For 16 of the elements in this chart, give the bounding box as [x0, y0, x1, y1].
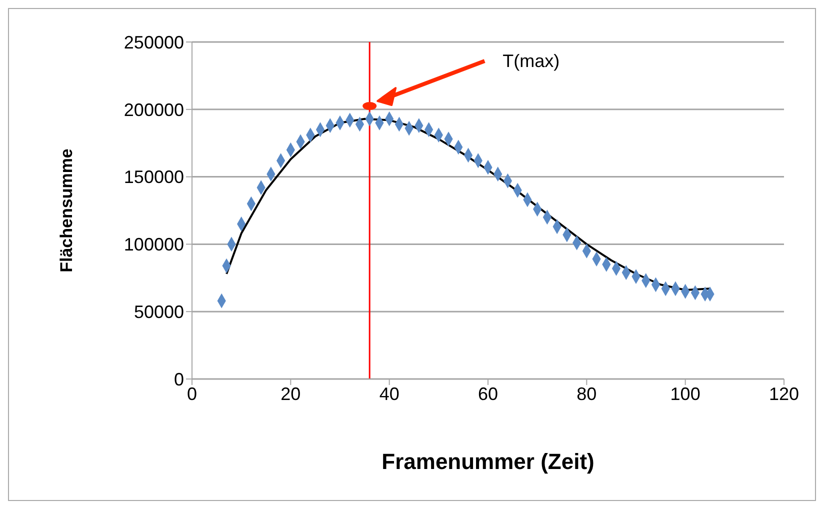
x-tick-label: 60 [478, 384, 498, 404]
y-axis-title: Flächensumme [57, 148, 76, 272]
y-tick-label: 150000 [124, 167, 184, 188]
y-tick-label: 200000 [124, 100, 184, 120]
x-tick-label: 100 [670, 384, 700, 404]
y-tick-label: 50000 [134, 302, 184, 322]
x-tick-label: 20 [280, 384, 301, 404]
y-tick-label: 250000 [124, 32, 184, 52]
y-tick-label: 0 [174, 369, 184, 390]
y-tick-label: 100000 [124, 234, 184, 255]
x-tick-label: 40 [379, 384, 400, 404]
annotation: T(max) [502, 51, 560, 71]
x-tick-label: 80 [576, 384, 597, 404]
x-axis-title: Framenummer (Zeit) [382, 449, 594, 474]
x-tick-label: 120 [768, 384, 800, 404]
x-tick-label: 0 [186, 384, 198, 404]
